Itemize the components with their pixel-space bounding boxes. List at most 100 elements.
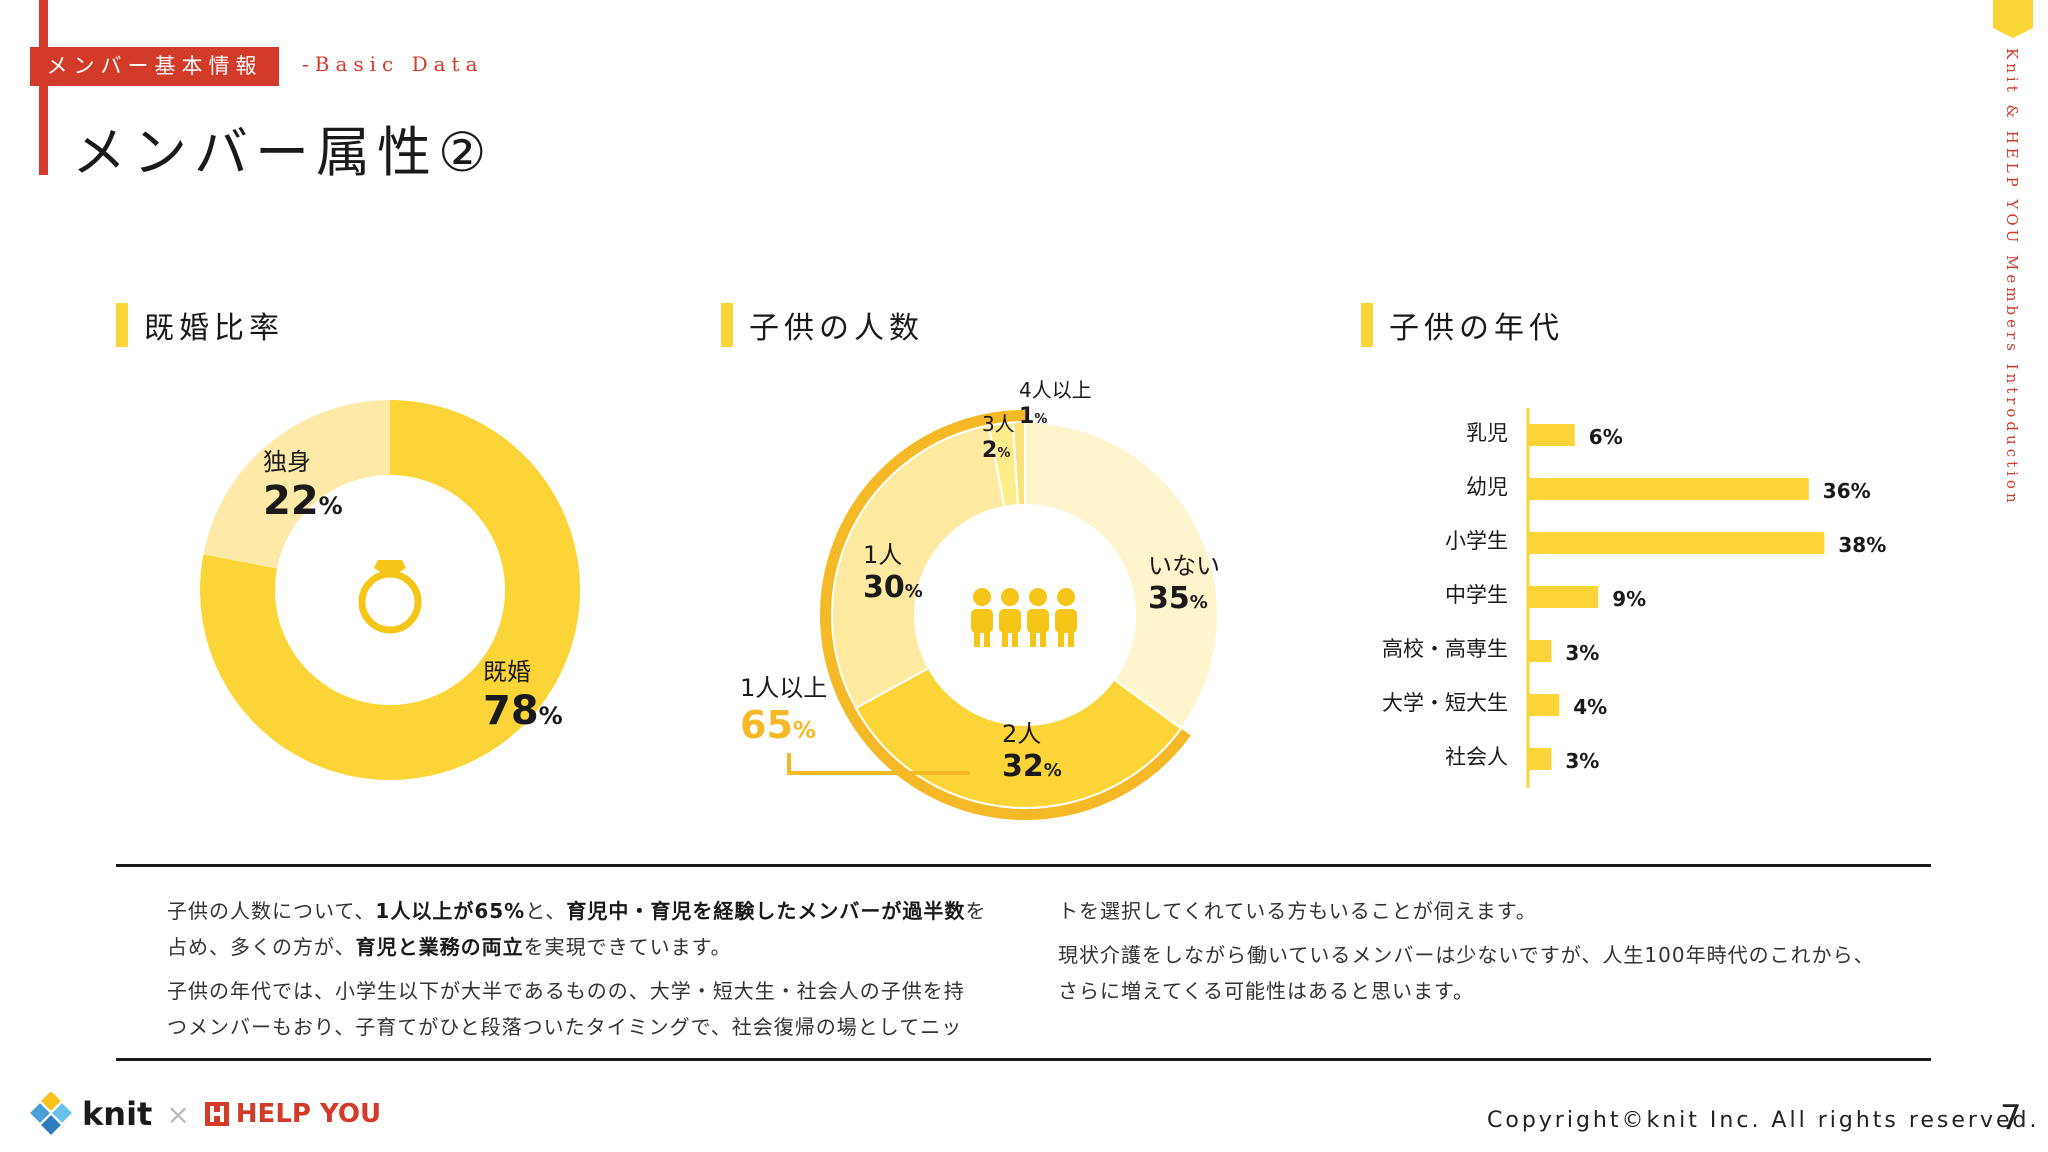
bar-category-label: 幼児 bbox=[1466, 475, 1508, 499]
person-leg bbox=[1002, 631, 1008, 647]
text-emphasis: 育児と業務の両立 bbox=[355, 935, 524, 959]
slice-value-label: 78% bbox=[483, 688, 563, 734]
knit-logo-icon bbox=[30, 1092, 72, 1135]
person-leg bbox=[974, 631, 980, 647]
bar-value-label: 6% bbox=[1589, 425, 1623, 449]
children-age-bar-chart: 乳児 6% 幼児 36% 小学生 38% 中学生 9% 高校・高専生 3% 大学・短大生 4% 社会人 3… bbox=[1382, 408, 1886, 788]
ring-gem bbox=[374, 560, 406, 578]
bar-category-label: 高校・高専生 bbox=[1382, 637, 1508, 661]
bar bbox=[1528, 694, 1560, 716]
ring-icon bbox=[358, 560, 422, 634]
side-vertical-text: Knit & HELP YOU Members Introduction bbox=[2003, 48, 2021, 507]
slice-value-label: 22% bbox=[263, 478, 343, 524]
text-span: 占め、多くの方が、 bbox=[167, 935, 356, 959]
section-children-age-header: 子供の年代 bbox=[1361, 303, 1564, 347]
person-head bbox=[973, 588, 991, 606]
accent-bar bbox=[39, 0, 48, 175]
ring-band bbox=[358, 570, 422, 634]
bar bbox=[1528, 424, 1575, 446]
bar-category-label: 大学・短大生 bbox=[1382, 691, 1508, 715]
bar-value-label: 38% bbox=[1838, 533, 1886, 557]
bar-category-label: 乳児 bbox=[1466, 421, 1508, 445]
body-paragraph: 子供の年代では、小学生以下が大半であるものの、大学・短大生・社会人の子供を持 つ… bbox=[167, 973, 1007, 1045]
text-span: 子供の人数について、 bbox=[167, 899, 376, 923]
section-title: 子供の人数 bbox=[749, 311, 924, 346]
page-number: 7 bbox=[2000, 1098, 2022, 1138]
person-body bbox=[971, 609, 993, 633]
slice-category-label: 3人 bbox=[982, 412, 1015, 436]
text-emphasis: 育児中・育児を経験したメンバーが過半数 bbox=[566, 899, 966, 923]
section-title: 既婚比率 bbox=[144, 311, 284, 346]
section-subtag: -Basic Data bbox=[302, 52, 484, 76]
bar-value-label: 36% bbox=[1823, 479, 1871, 503]
section-marker bbox=[721, 303, 733, 347]
slice-value-label: 65% bbox=[740, 703, 816, 747]
person-head bbox=[1029, 588, 1047, 606]
page-title: メンバー属性② bbox=[72, 121, 494, 184]
text-span: を実現できています。 bbox=[523, 935, 732, 959]
person-leg bbox=[1068, 631, 1074, 647]
bar-value-label: 3% bbox=[1565, 749, 1599, 773]
knit-wordmark: knit bbox=[82, 1095, 153, 1133]
body-column-right: トを選択してくれている方もいることが伺えます。 現状介護をしながら働いているメン… bbox=[1058, 893, 1918, 1009]
person-leg bbox=[1030, 631, 1036, 647]
slice-category-label: 1人 bbox=[863, 541, 902, 569]
annotation-bracket bbox=[787, 753, 970, 775]
bar bbox=[1528, 586, 1599, 608]
donut-slice bbox=[1024, 420, 1219, 730]
text-span: 子供の年代では、小学生以下が大半であるものの、大学・短大生・社会人の子供を持 bbox=[167, 979, 965, 1003]
section-tag: メンバー基本情報 bbox=[30, 47, 279, 86]
text-span: つメンバーもおり、子育てがひと段落ついたタイミングで、社会復帰の場としてニッ bbox=[167, 1015, 963, 1039]
footer-logo: knit × HELP YOU bbox=[30, 1092, 381, 1136]
person-leg bbox=[1012, 631, 1018, 647]
family-icon bbox=[971, 588, 1077, 647]
bar bbox=[1528, 478, 1809, 500]
person-leg bbox=[1058, 631, 1064, 647]
text-span: さらに増えてくる可能性はあると思います。 bbox=[1058, 979, 1474, 1003]
person-head bbox=[1057, 588, 1075, 606]
helpyou-wordmark: HELP YOU bbox=[235, 1099, 382, 1129]
divider-top bbox=[116, 864, 1931, 867]
text-emphasis: 1人以上が65% bbox=[375, 899, 526, 923]
body-paragraph: 現状介護をしながら働いているメンバーは少ないですが、人生100年時代のこれから、… bbox=[1058, 937, 1918, 1009]
slice-category-label: 2人 bbox=[1002, 720, 1041, 748]
text-span: を bbox=[965, 899, 987, 923]
donut-slice bbox=[200, 400, 580, 780]
bar-category-label: 中学生 bbox=[1445, 583, 1508, 607]
corner-tab-icon bbox=[1993, 0, 2033, 38]
helpyou-logo-icon bbox=[204, 1102, 229, 1126]
section-marker bbox=[116, 303, 128, 347]
logo-times: × bbox=[166, 1097, 190, 1131]
section-marriage-header: 既婚比率 bbox=[116, 303, 284, 347]
text-span: と、 bbox=[525, 899, 567, 923]
bar bbox=[1528, 532, 1825, 554]
slice-value-label: 2% bbox=[982, 438, 1010, 463]
slice-category-label: いない bbox=[1148, 552, 1220, 580]
copyright-text: Copyright©knit Inc. All rights reserved. bbox=[1487, 1108, 2040, 1133]
section-children-count-header: 子供の人数 bbox=[721, 303, 924, 347]
text-span: 現状介護をしながら働いているメンバーは少ないですが、人生100年時代のこれから、 bbox=[1058, 943, 1875, 967]
person-body bbox=[999, 609, 1021, 633]
donut-slice bbox=[1011, 420, 1026, 507]
slice-value-label: 1% bbox=[1019, 404, 1047, 429]
donut-slice bbox=[203, 400, 390, 569]
slice-category-label: 独身 bbox=[263, 448, 311, 476]
person-body bbox=[1055, 609, 1077, 633]
slice-category-label: 1人以上 bbox=[740, 674, 827, 702]
bar-category-label: 社会人 bbox=[1445, 745, 1508, 769]
section-marker bbox=[1361, 303, 1373, 347]
divider-bottom bbox=[116, 1058, 1931, 1061]
bar-category-label: 小学生 bbox=[1445, 529, 1508, 553]
label-three: 3人2% bbox=[982, 412, 1015, 463]
donut-slice bbox=[831, 424, 1006, 710]
bar-value-label: 9% bbox=[1612, 587, 1646, 611]
person-body bbox=[1027, 609, 1049, 633]
body-column-left: 子供の人数について、1人以上が65%と、育児中・育児を経験したメンバーが過半数を… bbox=[167, 893, 1007, 1045]
